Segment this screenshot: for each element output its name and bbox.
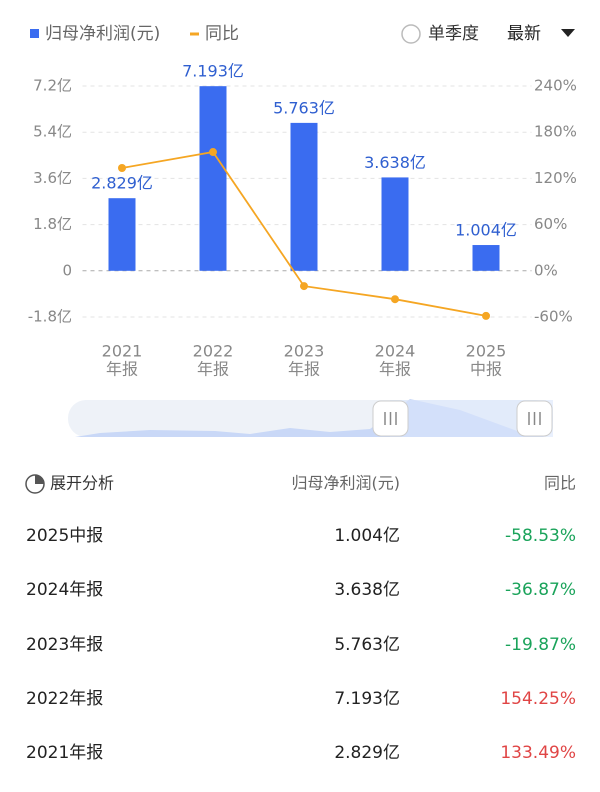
point [391,295,399,304]
data-label: 2.829亿 [91,174,153,193]
yoy: -58.53% [505,526,576,546]
x-tick-label: 2022 [193,342,234,361]
chart: -1.8亿 0 1.8亿 3.6亿 5.4亿 7.2亿 -60% 0% 60% 120% 180% 2… [28,24,577,379]
x-tick-label: 2023 [284,342,325,361]
y-tick-label: 3.6亿 [33,169,72,187]
yoy: 154.25% [500,689,576,709]
y-tick-label: 1.8亿 [33,215,72,233]
x-tick-label: 年报 [106,360,138,379]
x-tick-label: 年报 [379,360,411,379]
y2-tick-label: 240% [534,77,577,95]
profit: 2.829亿 [334,743,400,763]
y2-tick-label: 120% [534,169,577,187]
point [118,164,126,173]
y-tick-label: -1.8亿 [28,308,72,326]
profit: 7.193亿 [334,689,400,709]
y-tick-label: 7.2亿 [33,77,72,95]
handle-grip [384,412,397,425]
period: 2022年报 [26,689,103,709]
y2-tick-label: 60% [534,215,567,233]
table-header: 归母净利润(元) [292,474,401,493]
handle-grip [528,412,541,425]
expand-analysis[interactable]: 展开分析 [50,474,114,493]
data-label: 3.638亿 [364,153,426,172]
legend-label: 归母净利润(元) [45,24,160,44]
y-tick-label: 0 [62,261,72,279]
table: 展开分析 归母净利润(元) 同比 2025中报 1.004亿 -58.53% 2… [25,474,576,763]
point [300,282,308,291]
x-tick-label: 2021 [102,342,143,361]
data-label: 7.193亿 [182,62,244,81]
sort-dropdown[interactable]: 最新 [507,24,541,44]
profit: 1.004亿 [334,526,400,546]
table-header: 同比 [544,474,576,493]
x-tick-label: 2024 [375,342,416,361]
yoy: 133.49% [500,743,576,763]
y2-tick-label: 180% [534,123,577,141]
data-label: 5.763亿 [273,98,335,117]
bar [290,122,318,271]
y-tick-label: 5.4亿 [33,123,72,141]
analysis-icon [35,475,44,484]
y2-tick-label: 0% [534,261,558,279]
profit: 3.638亿 [334,580,400,600]
profit: 5.763亿 [334,635,400,655]
point [482,311,490,320]
data-label: 1.004亿 [455,221,517,240]
bar [381,177,409,271]
range-slider[interactable] [68,399,553,437]
point [209,148,217,157]
period: 2023年报 [26,635,103,655]
yoy: -36.87% [505,580,576,600]
quarterly-toggle[interactable]: 单季度 [428,24,479,44]
x-tick-label: 中报 [470,360,502,379]
period: 2021年报 [26,743,103,763]
dropdown-arrow[interactable] [561,29,575,37]
bar [199,86,227,271]
period: 2024年报 [26,580,103,600]
y2-tick-label: -60% [534,308,573,326]
legend-label: 同比 [205,24,239,44]
x-tick-label: 年报 [197,360,229,379]
radio[interactable] [401,24,421,44]
yoy: -19.87% [505,635,576,655]
bar [472,245,500,271]
period: 2025中报 [26,526,103,546]
x-tick-label: 年报 [288,360,320,379]
bar [108,198,136,271]
legend-marker [30,29,39,38]
x-tick-label: 2025 [466,342,507,361]
